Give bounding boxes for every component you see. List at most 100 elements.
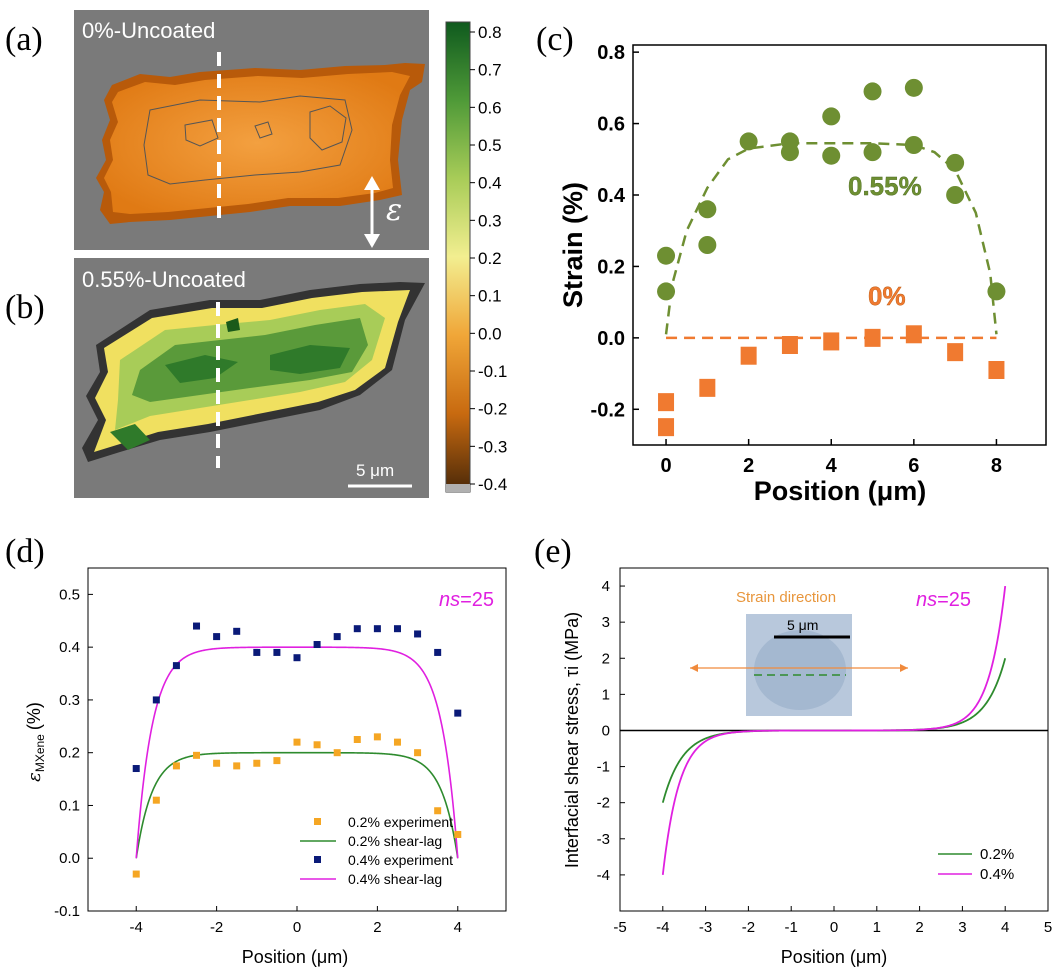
colorbar-tick-label: 0.1	[478, 287, 502, 306]
colorbar-tick-label: 0.2	[478, 249, 502, 268]
d-point	[213, 759, 221, 767]
c-point-square	[781, 336, 798, 354]
e-xtick-label: 2	[915, 919, 923, 936]
d-point	[233, 762, 241, 770]
d-point	[152, 796, 160, 804]
inset-strain-direction: Strain direction	[736, 589, 836, 606]
c-point-square	[988, 361, 1005, 379]
d-point	[152, 696, 160, 704]
d-point	[454, 830, 462, 838]
d-xtick-label: 0	[293, 919, 301, 936]
d-shearlag-line-1	[135, 751, 459, 859]
e-ytick-label: 0	[602, 722, 610, 739]
ns-annotation-d: ns=25	[439, 589, 494, 611]
d-ytick-label: -0.1	[54, 903, 80, 920]
e-xlabel: Position (μm)	[781, 947, 887, 967]
c-point-circle	[863, 82, 882, 101]
c-point-circle	[657, 282, 676, 301]
c-point-circle	[698, 236, 717, 254]
d-ytick-label: 0.0	[59, 850, 80, 867]
map-b-scale-bar: 5 μm	[356, 461, 394, 480]
e-ytick-label: -4	[597, 867, 610, 884]
c-ytick-label: -0.2	[591, 399, 625, 421]
d-point	[393, 738, 401, 746]
d-ytick-label: 0.2	[59, 745, 80, 762]
d-point	[313, 641, 321, 649]
c-point-circle	[657, 246, 676, 265]
e-xtick-label: 4	[1001, 919, 1009, 936]
e-ytick-label: 3	[602, 614, 610, 631]
c-point-circle	[780, 143, 799, 162]
e-ytick-label: -3	[597, 831, 610, 848]
d-point	[132, 765, 140, 773]
c-ytick-label: 0.2	[597, 256, 625, 278]
d-legend-label: 0.4% experiment	[348, 852, 453, 868]
d-point	[233, 627, 241, 635]
c-point-circle	[987, 282, 1006, 301]
c-point-circle	[946, 186, 965, 204]
e-xtick-label: 5	[1044, 919, 1052, 936]
series-label-0: 0%	[868, 281, 906, 311]
chart-e: Strain direction 5 μm -5 -4 -3 -2 -1 0 1 2 3 4 5 -4…	[562, 567, 1052, 967]
d-point	[273, 648, 281, 656]
d-point	[333, 749, 341, 757]
e-ytick-label: 2	[602, 650, 610, 667]
d-point	[414, 749, 422, 757]
c-ytick-label: 0.4	[597, 185, 626, 207]
colorbar-tick-label: 0.7	[478, 61, 502, 80]
c-xtick-label: 2	[743, 455, 754, 477]
d-point	[172, 762, 180, 770]
c-point-circle	[739, 132, 758, 151]
e-ytick-label: 1	[602, 686, 610, 703]
e-xtick-label: -2	[742, 919, 755, 936]
d-point	[434, 807, 442, 815]
d-point	[172, 662, 180, 670]
d-point	[273, 757, 281, 765]
c-ytick-label: 0.8	[597, 42, 625, 64]
e-ytick-label: -1	[597, 759, 610, 776]
strain-map-a: 0%-Uncoated ε	[74, 10, 429, 250]
colorbar-tick-label: 0.3	[478, 211, 502, 230]
d-point	[393, 625, 401, 633]
colorbar-tick-label: 0.6	[478, 98, 502, 117]
e-xtick-label: 0	[830, 919, 838, 936]
c-xtick-label: 8	[991, 455, 1002, 477]
colorbar-tick-label: -0.2	[478, 400, 507, 419]
c-ylabel: Strain (%)	[558, 182, 588, 308]
c-point-square	[823, 332, 840, 351]
c-point-square	[658, 418, 675, 437]
d-point	[373, 625, 381, 633]
d-point	[253, 648, 261, 656]
d-point	[132, 870, 140, 878]
panel-label-c: (c)	[536, 21, 574, 58]
colorbar-tick-label: 0.0	[478, 324, 502, 343]
chart-c: 0 2 4 6 8 -0.2 0.0 0.2 0.4 0.6 0.8 0.55% 0% Positi…	[558, 42, 1047, 506]
d-legend-marker	[314, 818, 321, 825]
d-xtick-label: -2	[210, 919, 223, 936]
panel-label-d: (d)	[5, 533, 45, 570]
c-point-square	[864, 328, 881, 347]
e-xtick-label: -3	[699, 919, 712, 936]
strain-map-b: 0.55%-Uncoated 5 μm	[74, 258, 429, 498]
d-point	[293, 738, 301, 746]
c-point-square	[740, 346, 757, 365]
d-legend-label: 0.2% experiment	[348, 814, 453, 830]
d-point	[373, 733, 381, 741]
c-ytick-label: 0.0	[597, 328, 625, 350]
legend-d: 0.2% experiment 0.2% shear-lag 0.4% experi…	[300, 814, 453, 887]
d-ytick-label: 0.4	[59, 639, 80, 656]
d-xtick-label: 2	[373, 919, 381, 936]
d-ylabel: εMXene(%)	[24, 702, 47, 782]
d-point	[253, 759, 261, 767]
epsilon-label: ε	[386, 193, 402, 228]
e-ylabel: Interfacial shear stress, τi (MPa)	[562, 612, 582, 868]
d-point	[193, 622, 201, 630]
c-point-square	[947, 343, 964, 362]
c-xlabel: Position (μm)	[754, 476, 927, 506]
e-xtick-label: -1	[785, 919, 798, 936]
e-stress-line-1	[661, 585, 1007, 875]
c-point-circle	[863, 143, 882, 162]
d-point	[414, 630, 422, 638]
